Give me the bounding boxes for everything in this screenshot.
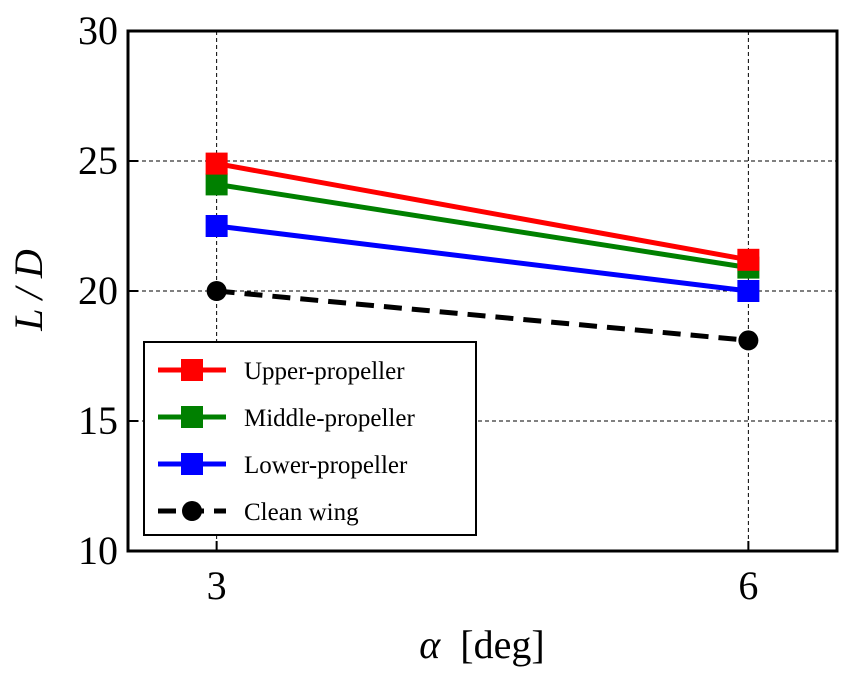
legend-marker xyxy=(181,359,203,381)
series-line xyxy=(216,181,749,271)
legend-label: Clean wing xyxy=(244,499,359,526)
x-axis-label: α [deg] xyxy=(419,622,544,667)
legend-marker xyxy=(181,453,203,475)
legend-marker xyxy=(182,501,202,521)
x-tick-label: 6 xyxy=(738,563,758,608)
data-point xyxy=(737,280,760,302)
data-point xyxy=(205,215,228,237)
legend-label: Upper-propeller xyxy=(244,358,405,385)
y-tick-label: 15 xyxy=(78,398,118,443)
series-line xyxy=(216,161,749,263)
series-lines xyxy=(205,152,760,351)
y-tick-label: 25 xyxy=(78,138,118,183)
plot-frame xyxy=(126,29,839,553)
y-tick-label: 30 xyxy=(78,8,118,53)
x-axis-label-symbol: α xyxy=(419,622,441,667)
series-lower-propeller xyxy=(205,215,760,302)
series-middle-propeller xyxy=(205,173,760,279)
data-point xyxy=(205,173,228,196)
legend-marker xyxy=(181,406,203,428)
y-axis-ticks: 10 15 20 25 30 xyxy=(78,8,138,573)
data-point xyxy=(206,281,227,301)
y-axis-label: L / D xyxy=(6,249,51,332)
y-tick-label: 10 xyxy=(78,528,118,573)
data-point xyxy=(205,152,228,175)
data-point xyxy=(737,248,760,271)
x-tick-label: 3 xyxy=(207,563,227,608)
legend-label: Middle-propeller xyxy=(244,405,415,432)
data-point xyxy=(738,330,759,351)
legend-label: Lower-propeller xyxy=(244,452,408,479)
x-axis-label-unit: [deg] xyxy=(460,622,544,667)
series-clean-wing xyxy=(206,281,759,351)
series-line xyxy=(216,288,749,343)
y-tick-label: 20 xyxy=(78,268,118,313)
series-line xyxy=(216,223,749,294)
series-upper-propeller xyxy=(205,152,760,271)
legend: Upper-propeller Middle-propeller Lower-pro… xyxy=(143,341,477,536)
